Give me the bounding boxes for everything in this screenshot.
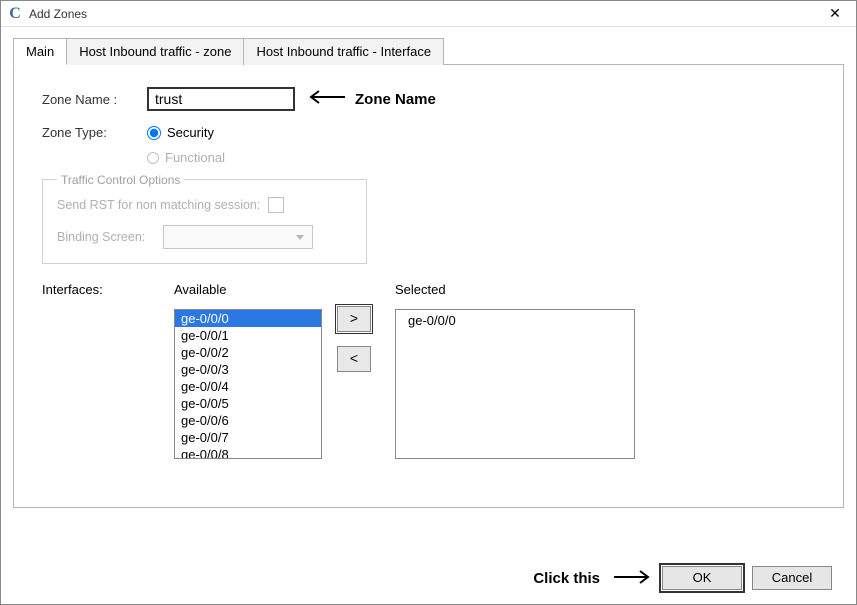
tab-strip: Main Host Inbound traffic - zone Host In…: [13, 38, 844, 65]
interfaces-label: Interfaces:: [42, 282, 160, 459]
list-item[interactable]: ge-0/0/0: [402, 312, 628, 329]
move-right-button[interactable]: >: [337, 306, 371, 332]
interfaces-section: Interfaces: Available ge-0/0/0ge-0/0/1ge…: [42, 282, 815, 459]
zone-name-annot-text: Zone Name: [355, 91, 436, 108]
click-this-annot: Click this: [533, 570, 600, 587]
available-column: Available ge-0/0/0ge-0/0/1ge-0/0/2ge-0/0…: [174, 282, 323, 459]
content-area: Main Host Inbound traffic - zone Host In…: [1, 27, 856, 508]
zone-name-annotation: Zone Name: [307, 89, 436, 110]
list-item[interactable]: ge-0/0/8: [175, 446, 321, 459]
zone-name-input[interactable]: [147, 87, 295, 111]
move-buttons: > <: [337, 306, 371, 459]
radio-security-input[interactable]: [147, 126, 161, 140]
titlebar: C Add Zones ✕: [1, 1, 856, 27]
row-send-rst: Send RST for non matching session:: [57, 197, 352, 213]
traffic-control-fieldset: Traffic Control Options Send RST for non…: [42, 179, 367, 264]
arrow-left-icon: [307, 89, 347, 110]
ok-button[interactable]: OK: [662, 566, 742, 590]
available-title: Available: [174, 282, 323, 297]
send-rst-checkbox: [268, 197, 284, 213]
radio-functional-input: [147, 152, 159, 164]
radio-security[interactable]: Security: [147, 125, 225, 140]
list-item[interactable]: ge-0/0/6: [175, 412, 321, 429]
traffic-control-body: Send RST for non matching session: Bindi…: [57, 197, 352, 249]
cancel-button[interactable]: Cancel: [752, 566, 832, 590]
zone-type-label: Zone Type:: [42, 125, 147, 140]
tab-main[interactable]: Main: [13, 38, 67, 65]
tab-host-inbound-interface[interactable]: Host Inbound traffic - Interface: [243, 38, 444, 65]
traffic-control-title: Traffic Control Options: [57, 173, 184, 187]
send-rst-label: Send RST for non matching session:: [57, 198, 260, 212]
zone-type-radio-group: Security Functional: [147, 125, 225, 165]
list-item[interactable]: ge-0/0/5: [175, 395, 321, 412]
tab-host-inbound-zone[interactable]: Host Inbound traffic - zone: [66, 38, 244, 65]
row-binding-screen: Binding Screen:: [57, 225, 352, 249]
zone-name-label: Zone Name :: [42, 92, 147, 107]
selected-column: Selected ge-0/0/0: [395, 282, 635, 459]
list-item[interactable]: ge-0/0/2: [175, 344, 321, 361]
available-listbox[interactable]: ge-0/0/0ge-0/0/1ge-0/0/2ge-0/0/3ge-0/0/4…: [174, 309, 322, 459]
radio-security-label: Security: [167, 125, 214, 140]
row-zone-name: Zone Name : Zone Name: [42, 87, 815, 111]
dialog-footer: Click this OK Cancel: [533, 566, 832, 590]
list-item[interactable]: ge-0/0/4: [175, 378, 321, 395]
close-icon[interactable]: ✕: [820, 5, 850, 22]
selected-listbox[interactable]: ge-0/0/0: [395, 309, 635, 459]
dialog-window: C Add Zones ✕ Main Host Inbound traffic …: [0, 0, 857, 605]
radio-functional: Functional: [147, 150, 225, 165]
list-item[interactable]: ge-0/0/1: [175, 327, 321, 344]
list-item[interactable]: ge-0/0/7: [175, 429, 321, 446]
radio-functional-label: Functional: [165, 150, 225, 165]
list-item[interactable]: ge-0/0/3: [175, 361, 321, 378]
arrow-right-icon: [612, 569, 652, 588]
binding-screen-combo: [163, 225, 313, 249]
row-zone-type: Zone Type: Security Functional: [42, 125, 815, 165]
app-icon: C: [7, 6, 23, 22]
tab-panel-main: Zone Name : Zone Name Zone Type: Securit…: [13, 64, 844, 508]
list-item[interactable]: ge-0/0/0: [175, 310, 321, 327]
window-title: Add Zones: [29, 7, 820, 21]
selected-title: Selected: [395, 282, 635, 297]
move-left-button[interactable]: <: [337, 346, 371, 372]
binding-screen-label: Binding Screen:: [57, 230, 155, 244]
